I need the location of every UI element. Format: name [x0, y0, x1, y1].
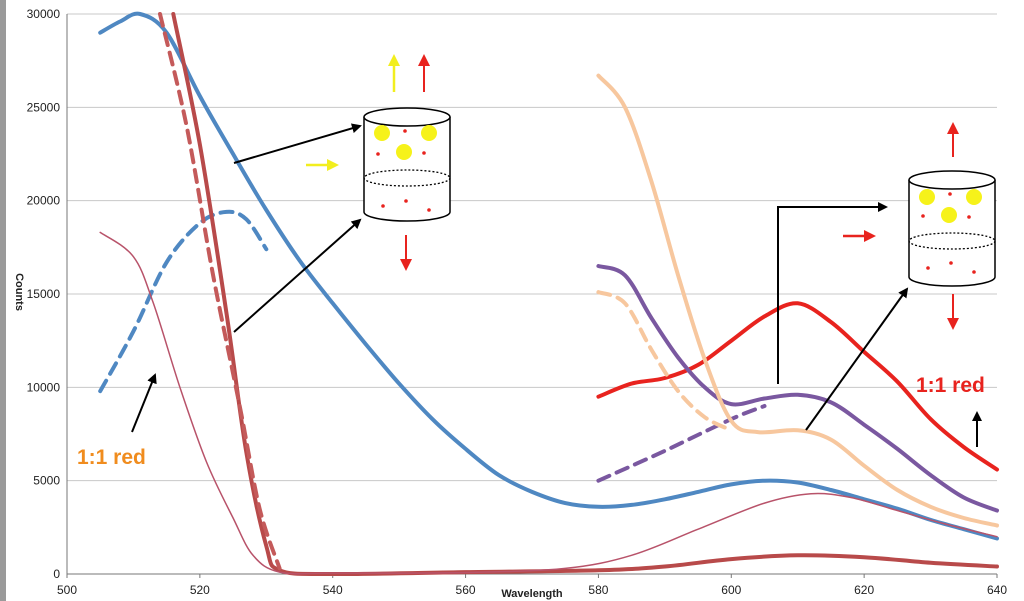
red-particle	[972, 270, 976, 274]
y-tick-label: 30000	[27, 7, 61, 21]
pointer-arrow	[805, 287, 909, 431]
x-tick-label: 600	[721, 583, 741, 597]
yellow-particle	[421, 125, 437, 141]
pointer-arrow	[131, 373, 157, 433]
window-edge	[0, 0, 6, 601]
red-particle	[381, 204, 385, 208]
annotation-label-left: 1:1 red	[77, 446, 146, 469]
yellow-particle	[374, 125, 390, 141]
cylinder-diagram-right	[777, 122, 996, 431]
y-tick-label: 20000	[27, 194, 61, 208]
annotation-label-right: 1:1 red	[916, 374, 985, 397]
pointer-arrow	[777, 202, 888, 384]
red-particle	[404, 199, 408, 203]
cylinder-body	[363, 117, 451, 222]
yellow-particle	[941, 207, 957, 223]
y-tick-label: 0	[53, 567, 60, 581]
series-line	[596, 264, 999, 513]
x-tick-label: 540	[323, 583, 343, 597]
red-particle	[926, 266, 930, 270]
series-line	[158, 12, 282, 571]
red-particle	[427, 208, 431, 212]
red-particle	[376, 152, 380, 156]
cylinder-top	[363, 107, 451, 127]
pointer-arrow	[233, 123, 362, 164]
x-axis-label: Wavelength	[501, 588, 563, 600]
series-line	[596, 301, 999, 472]
x-tick-label: 620	[854, 583, 874, 597]
yellow-particle	[966, 189, 982, 205]
y-axis-label: Counts	[13, 273, 25, 311]
membrane-ellipse	[908, 232, 996, 250]
y-tick-label: 25000	[27, 100, 61, 114]
series-line	[98, 209, 269, 394]
red-particle	[921, 214, 925, 218]
red-particle	[948, 192, 952, 196]
pointer-arrow	[233, 218, 362, 333]
y-tick-label: 15000	[27, 287, 61, 301]
cylinder-top	[908, 170, 996, 190]
y-tick-label: 10000	[27, 380, 61, 394]
cylinder-diagram-left	[233, 54, 451, 333]
membrane-ellipse	[363, 169, 451, 187]
y-tick-labels: 0 5000 10000 15000 20000 25000 30000	[27, 7, 61, 581]
cylinder-body	[908, 180, 996, 287]
red-particle	[967, 215, 971, 219]
series-layer	[98, 11, 999, 577]
x-tick-label: 560	[456, 583, 476, 597]
series-line	[596, 404, 767, 483]
x-tick-label: 520	[190, 583, 210, 597]
series-line	[596, 290, 734, 433]
x-tick-label: 640	[987, 583, 1007, 597]
x-tick-labels: 500 520 540 560 580 600 620 640	[57, 574, 1007, 597]
axes	[66, 14, 997, 575]
x-tick-label: 580	[588, 583, 608, 597]
grid	[67, 13, 997, 482]
series-line	[596, 73, 999, 528]
series-line	[98, 11, 999, 541]
red-particle	[949, 261, 953, 265]
red-particle	[403, 129, 407, 133]
yellow-particle	[919, 189, 935, 205]
yellow-particle	[396, 144, 412, 160]
x-tick-label: 500	[57, 583, 77, 597]
red-particle	[422, 151, 426, 155]
series-line	[99, 231, 998, 575]
y-tick-label: 5000	[33, 474, 60, 488]
